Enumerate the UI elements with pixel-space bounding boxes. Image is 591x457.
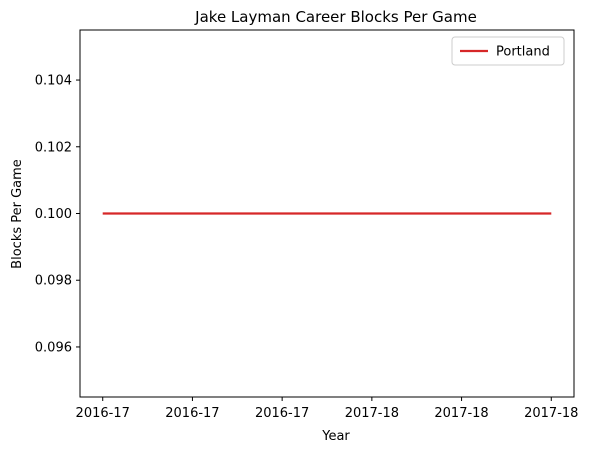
chart-title: Jake Layman Career Blocks Per Game	[194, 8, 477, 26]
y-tick-label: 0.102	[35, 140, 72, 155]
legend-box	[451, 36, 565, 66]
x-tick-label: 2017-18	[434, 406, 488, 421]
x-tick-label: 2017-18	[345, 406, 399, 421]
x-tick-label: 2016-17	[165, 406, 219, 421]
y-axis-label: Blocks Per Game	[10, 159, 25, 269]
x-axis-label: Year	[321, 429, 350, 444]
legend-label: Portland	[496, 45, 550, 60]
y-tick-label: 0.100	[35, 207, 72, 222]
y-tick-label: 0.098	[35, 274, 72, 289]
x-tick-label: 2017-18	[524, 406, 578, 421]
x-tick-label: 2016-17	[255, 406, 309, 421]
plot-area: 0.096 0.098 0.100 0.102 0.104 2016-17 2016-17 2…	[35, 29, 578, 421]
x-tick-label: 2016-17	[76, 406, 130, 421]
y-tick-label: 0.104	[35, 74, 72, 89]
y-tick-label: 0.096	[35, 340, 72, 355]
